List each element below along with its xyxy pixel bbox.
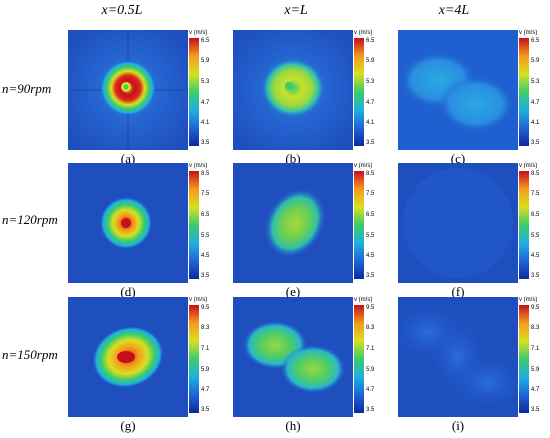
colorbar-tick: 4.1 xyxy=(366,120,375,126)
caption-g: (g) xyxy=(120,418,136,433)
colorbar-tick: 3.5 xyxy=(201,407,210,413)
colorbar-tick: 4.7 xyxy=(531,100,540,106)
colorbar-tick: 9.5 xyxy=(366,305,375,311)
colorbar-tick: 4.7 xyxy=(366,100,375,106)
colorbar-tick: 6.5 xyxy=(201,38,210,44)
contour-panel-i xyxy=(398,297,518,417)
colorbar-f xyxy=(519,171,529,279)
colorbar-tick: 5.9 xyxy=(201,58,210,64)
colorbar-tick: 5.5 xyxy=(531,233,540,239)
column-header-2: x=4L xyxy=(438,3,470,18)
colorbar-tick: 3.5 xyxy=(201,273,210,279)
colorbar-tick: 6.5 xyxy=(531,38,540,44)
row-label-2: n=150rpm xyxy=(2,347,58,362)
colorbar-tick: 5.9 xyxy=(531,58,540,64)
colorbar-tick: 3.5 xyxy=(531,140,540,146)
colorbar-tick: 3.5 xyxy=(366,273,375,279)
colorbar-tick: 8.5 xyxy=(201,171,210,177)
colorbar-tick: 5.9 xyxy=(531,367,540,373)
colorbar-title-h: v (m/s) xyxy=(354,297,373,303)
colorbar-tick: 5.3 xyxy=(531,79,540,85)
colorbar-tick: 3.5 xyxy=(531,273,540,279)
caption-f: (f) xyxy=(451,284,465,299)
contour-panel-g xyxy=(68,297,188,417)
contour-panel-e xyxy=(233,163,353,283)
contour-panel-d xyxy=(68,163,188,283)
colorbar-tick: 5.9 xyxy=(366,58,375,64)
colorbar-tick: 6.5 xyxy=(366,212,375,218)
row-label-0: n=90rpm xyxy=(2,81,52,96)
colorbar-tick: 6.5 xyxy=(531,212,540,218)
colorbar-tick: 4.5 xyxy=(201,253,210,259)
colorbar-tick: 3.5 xyxy=(201,140,210,146)
colorbar-h xyxy=(354,305,364,413)
caption-i: (i) xyxy=(451,418,465,433)
colorbar-tick: 8.5 xyxy=(531,171,540,177)
colorbar-title-g: v (m/s) xyxy=(189,297,208,303)
colorbar-tick: 4.5 xyxy=(366,253,375,259)
colorbar-d xyxy=(189,171,199,279)
colorbar-tick: 4.7 xyxy=(201,387,210,393)
colorbar-tick: 5.5 xyxy=(366,233,375,239)
contour-panel-c xyxy=(398,30,518,150)
column-header-1: x=L xyxy=(284,3,308,18)
colorbar-tick: 7.5 xyxy=(366,191,375,197)
colorbar-tick: 7.1 xyxy=(366,346,375,352)
colorbar-title-b: v (m/s) xyxy=(354,30,373,36)
colorbar-i xyxy=(519,305,529,413)
colorbar-title-d: v (m/s) xyxy=(189,163,208,169)
colorbar-b xyxy=(354,38,364,146)
colorbar-tick: 3.5 xyxy=(366,140,375,146)
colorbar-tick: 7.5 xyxy=(201,191,210,197)
colorbar-tick: 5.9 xyxy=(201,367,210,373)
colorbar-e xyxy=(354,171,364,279)
caption-e: (e) xyxy=(285,284,301,299)
caption-d: (d) xyxy=(120,284,136,299)
colorbar-tick: 3.5 xyxy=(366,407,375,413)
colorbar-title-e: v (m/s) xyxy=(354,163,373,169)
colorbar-tick: 4.7 xyxy=(531,387,540,393)
contour-panel-a xyxy=(68,30,188,150)
row-label-1: n=120rpm xyxy=(2,212,58,227)
colorbar-tick: 6.5 xyxy=(201,212,210,218)
colorbar-tick: 5.3 xyxy=(201,79,210,85)
colorbar-title-a: v (m/s) xyxy=(189,30,208,36)
colorbar-tick: 3.5 xyxy=(531,407,540,413)
contour-panel-h xyxy=(233,297,353,417)
colorbar-tick: 9.5 xyxy=(201,305,210,311)
column-header-0: x=0.5L xyxy=(101,3,143,18)
colorbar-title-f: v (m/s) xyxy=(519,163,538,169)
colorbar-tick: 5.3 xyxy=(366,79,375,85)
colorbar-tick: 9.5 xyxy=(531,305,540,311)
colorbar-tick: 4.1 xyxy=(531,120,540,126)
colorbar-tick: 5.5 xyxy=(201,233,210,239)
colorbar-tick: 7.1 xyxy=(201,346,210,352)
contour-panel-f xyxy=(398,163,518,283)
colorbar-tick: 5.9 xyxy=(366,367,375,373)
colorbar-tick: 8.3 xyxy=(531,325,540,331)
colorbar-tick: 4.7 xyxy=(201,100,210,106)
caption-a: (a) xyxy=(120,151,136,166)
caption-c: (c) xyxy=(450,151,466,166)
caption-b: (b) xyxy=(285,151,301,166)
colorbar-tick: 7.5 xyxy=(531,191,540,197)
caption-h: (h) xyxy=(285,418,301,433)
colorbar-g xyxy=(189,305,199,413)
colorbar-title-c: v (m/s) xyxy=(519,30,538,36)
colorbar-a xyxy=(189,38,199,146)
colorbar-tick: 7.1 xyxy=(531,346,540,352)
colorbar-tick: 8.5 xyxy=(366,171,375,177)
colorbar-tick: 6.5 xyxy=(366,38,375,44)
contour-panel-b xyxy=(233,30,353,150)
colorbar-tick: 4.7 xyxy=(366,387,375,393)
colorbar-title-i: v (m/s) xyxy=(519,297,538,303)
colorbar-tick: 4.1 xyxy=(201,120,210,126)
colorbar-tick: 8.3 xyxy=(366,325,375,331)
colorbar-tick: 4.5 xyxy=(531,253,540,259)
colorbar-c xyxy=(519,38,529,146)
colorbar-tick: 8.3 xyxy=(201,325,210,331)
